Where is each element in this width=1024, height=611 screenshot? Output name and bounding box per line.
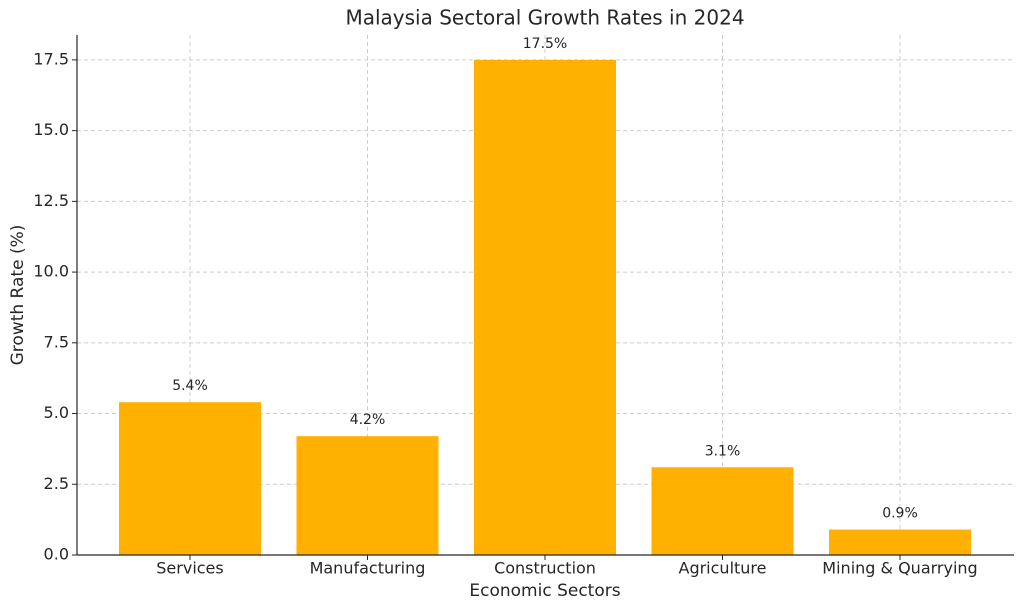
x-tick-label: Construction [494, 559, 596, 578]
y-tick-label: 10.0 [33, 262, 69, 281]
y-axis-label: Growth Rate (%) [8, 225, 28, 366]
chart-title: Malaysia Sectoral Growth Rates in 2024 [345, 6, 744, 30]
bar [119, 402, 261, 555]
y-tick-label: 2.5 [44, 474, 69, 493]
y-tick-label: 7.5 [44, 332, 69, 351]
bar [651, 467, 794, 555]
bar [829, 529, 971, 555]
x-tick-label: Services [156, 559, 223, 578]
y-tick-label: 0.0 [44, 545, 69, 564]
value-label: 0.9% [882, 506, 918, 522]
bar [474, 59, 616, 555]
value-label: 5.4% [172, 378, 208, 394]
x-tick-label: Manufacturing [310, 559, 426, 578]
x-tick-label: Mining & Quarrying [822, 559, 977, 578]
bar [296, 436, 439, 555]
value-label: 3.1% [705, 443, 741, 459]
y-tick-label: 5.0 [44, 403, 69, 422]
y-tick-label: 15.0 [33, 120, 69, 139]
value-label: 17.5% [523, 36, 567, 52]
x-tick-label: Agriculture [679, 559, 767, 578]
value-label: 4.2% [350, 412, 386, 428]
y-tick-label: 12.5 [33, 191, 69, 210]
y-tick-label: 17.5 [33, 49, 69, 68]
x-axis-label: Economic Sectors [469, 581, 620, 601]
